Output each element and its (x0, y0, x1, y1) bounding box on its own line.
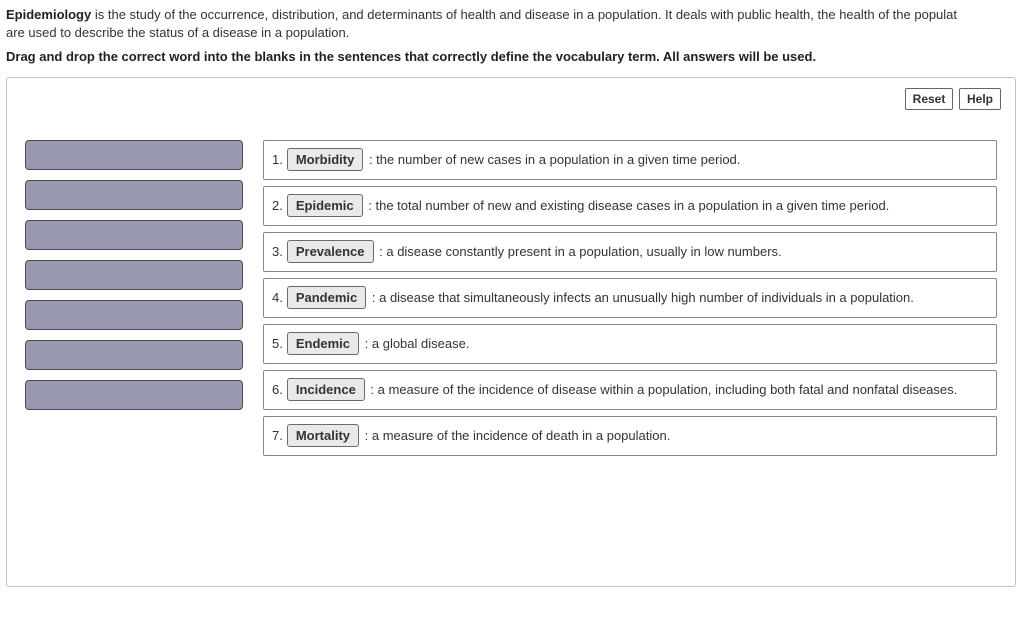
term-chip[interactable]: Endemic (287, 332, 359, 356)
intro-text: Epidemiology is the study of the occurre… (6, 6, 1024, 42)
definition-row: 4. Pandemic : a disease that simultaneous… (263, 278, 997, 318)
exercise-panel: Reset Help 1. Morbidity : the number of n… (6, 77, 1016, 587)
term-chip[interactable]: Morbidity (287, 148, 364, 172)
definition-number: 6. (272, 382, 283, 397)
definition-text: : the number of new cases in a populatio… (365, 152, 740, 167)
definition-text: : a measure of the incidence of death in… (361, 428, 670, 443)
source-slot[interactable] (25, 180, 243, 210)
intro-bold: Epidemiology (6, 7, 91, 22)
source-slot[interactable] (25, 220, 243, 250)
definition-row: 6. Incidence : a measure of the incidence… (263, 370, 997, 410)
button-bar: Reset Help (903, 88, 1001, 110)
term-chip[interactable]: Prevalence (287, 240, 374, 264)
source-slot[interactable] (25, 140, 243, 170)
definition-text: : the total number of new and existing d… (365, 198, 890, 213)
source-slot[interactable] (25, 260, 243, 290)
definition-number: 4. (272, 290, 283, 305)
definition-number: 2. (272, 198, 283, 213)
definition-number: 3. (272, 244, 283, 259)
term-chip[interactable]: Mortality (287, 424, 359, 448)
definition-number: 1. (272, 152, 283, 167)
source-slot[interactable] (25, 340, 243, 370)
intro-rest: is the study of the occurrence, distribu… (91, 7, 957, 22)
definition-number: 7. (272, 428, 283, 443)
definitions-column: 1. Morbidity : the number of new cases in… (263, 140, 997, 462)
intro-line2: are used to describe the status of a dis… (6, 25, 349, 40)
definition-row: 3. Prevalence : a disease constantly pres… (263, 232, 997, 272)
reset-button[interactable]: Reset (905, 88, 954, 110)
term-chip[interactable]: Incidence (287, 378, 365, 402)
source-slot[interactable] (25, 380, 243, 410)
definition-row: 5. Endemic : a global disease. (263, 324, 997, 364)
definition-number: 5. (272, 336, 283, 351)
definition-row: 2. Epidemic : the total number of new and… (263, 186, 997, 226)
definition-text: : a measure of the incidence of disease … (367, 382, 957, 397)
definition-text: : a disease constantly present in a popu… (376, 244, 782, 259)
help-button[interactable]: Help (959, 88, 1001, 110)
definition-text: : a global disease. (361, 336, 469, 351)
definition-row: 7. Mortality : a measure of the incidence… (263, 416, 997, 456)
source-column (25, 140, 243, 462)
instructions: Drag and drop the correct word into the … (6, 48, 1024, 66)
definition-row: 1. Morbidity : the number of new cases in… (263, 140, 997, 180)
term-chip[interactable]: Pandemic (287, 286, 366, 310)
definition-text: : a disease that simultaneously infects … (368, 290, 914, 305)
source-slot[interactable] (25, 300, 243, 330)
term-chip[interactable]: Epidemic (287, 194, 363, 218)
